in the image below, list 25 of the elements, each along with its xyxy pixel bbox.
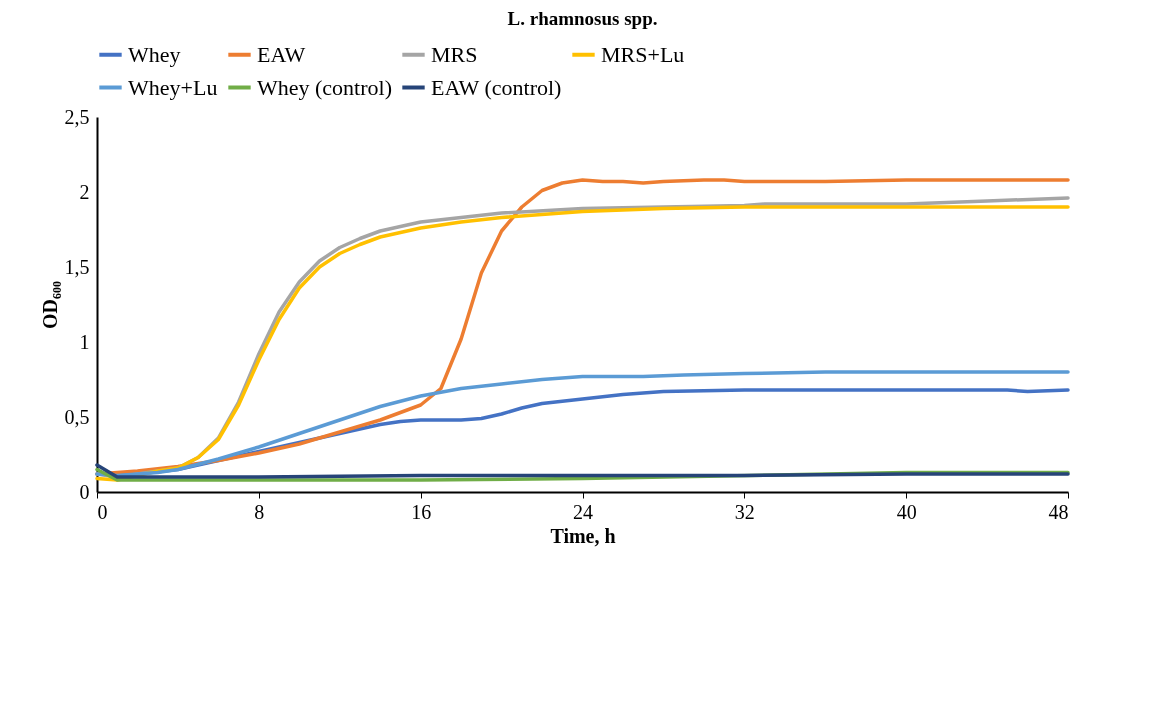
x-tick-label: 8 — [254, 500, 265, 523]
legend-label: EAW (control) — [431, 74, 562, 100]
y-tick-label: 1,5 — [64, 255, 90, 278]
x-tick-label: 0 — [97, 500, 108, 523]
x-tick-label: 32 — [734, 500, 755, 523]
y-tick-label: 0 — [79, 480, 90, 503]
y-tick-label: 2,5 — [64, 105, 90, 128]
y-tick-label: 0,5 — [64, 405, 90, 428]
y-tick-label: 2 — [79, 180, 90, 203]
x-tick-label: 48 — [1048, 500, 1069, 523]
y-tick-label: 1 — [79, 330, 90, 353]
legend-label: MRS — [431, 41, 478, 67]
line-series — [95, 370, 1070, 478]
legend-label: EAW — [257, 41, 306, 67]
legend-label: MRS+Lu — [601, 41, 685, 67]
line-series — [95, 463, 1070, 479]
y-axis-title: OD₆₀₀ — [38, 281, 61, 329]
x-axis-title: Time, h — [550, 524, 616, 547]
legend-label: Whey+Lu — [128, 74, 218, 100]
x-tick-label: 16 — [411, 500, 432, 523]
legend-label: Whey (control) — [257, 74, 392, 100]
x-tick-label: 40 — [896, 500, 917, 523]
x-tick-label: 24 — [573, 500, 593, 523]
chart-title: L. rhamnosus spp. — [507, 8, 658, 29]
legend-label: Whey — [128, 41, 181, 67]
